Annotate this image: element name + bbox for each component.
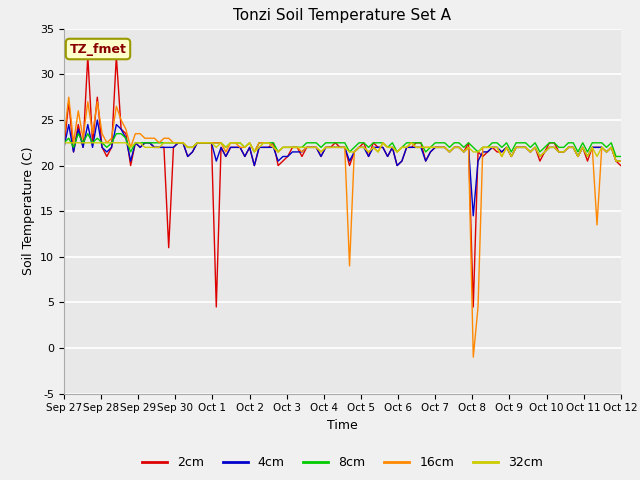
2cm	[212, 304, 220, 310]
16cm	[498, 154, 506, 159]
Line: 4cm: 4cm	[64, 120, 621, 216]
4cm	[498, 149, 506, 155]
32cm	[445, 149, 453, 155]
16cm	[255, 140, 263, 146]
4cm	[508, 154, 515, 159]
4cm	[179, 140, 187, 146]
Y-axis label: Soil Temperature (C): Soil Temperature (C)	[22, 147, 35, 276]
8cm	[503, 140, 511, 146]
2cm	[508, 154, 515, 159]
8cm	[179, 140, 187, 146]
8cm	[451, 140, 458, 146]
8cm	[617, 154, 625, 159]
Legend: 2cm, 4cm, 8cm, 16cm, 32cm: 2cm, 4cm, 8cm, 16cm, 32cm	[137, 451, 548, 474]
2cm	[84, 53, 92, 59]
16cm	[508, 154, 515, 159]
8cm	[127, 149, 134, 155]
2cm	[455, 144, 463, 150]
Line: 8cm: 8cm	[64, 133, 621, 156]
4cm	[127, 158, 134, 164]
8cm	[74, 131, 82, 136]
Title: Tonzi Soil Temperature Set A: Tonzi Soil Temperature Set A	[234, 9, 451, 24]
32cm	[612, 158, 620, 164]
X-axis label: Time: Time	[327, 419, 358, 432]
32cm	[498, 154, 506, 159]
Line: 32cm: 32cm	[64, 143, 621, 161]
2cm	[60, 144, 68, 150]
8cm	[612, 154, 620, 159]
4cm	[60, 144, 68, 150]
16cm	[451, 144, 458, 150]
Line: 2cm: 2cm	[64, 56, 621, 307]
2cm	[498, 149, 506, 155]
4cm	[255, 144, 263, 150]
Text: TZ_fmet: TZ_fmet	[70, 43, 127, 56]
2cm	[617, 163, 625, 168]
8cm	[60, 140, 68, 146]
4cm	[469, 213, 477, 219]
16cm	[179, 140, 187, 146]
32cm	[250, 149, 258, 155]
32cm	[60, 140, 68, 146]
2cm	[179, 140, 187, 146]
4cm	[617, 158, 625, 164]
16cm	[469, 354, 477, 360]
8cm	[255, 140, 263, 146]
32cm	[122, 140, 130, 146]
4cm	[451, 144, 458, 150]
32cm	[174, 140, 182, 146]
2cm	[127, 163, 134, 168]
16cm	[617, 158, 625, 164]
2cm	[260, 144, 268, 150]
Line: 16cm: 16cm	[64, 97, 621, 357]
16cm	[60, 135, 68, 141]
32cm	[488, 144, 496, 150]
32cm	[617, 158, 625, 164]
4cm	[93, 117, 101, 123]
8cm	[493, 140, 501, 146]
16cm	[127, 144, 134, 150]
16cm	[65, 94, 72, 100]
